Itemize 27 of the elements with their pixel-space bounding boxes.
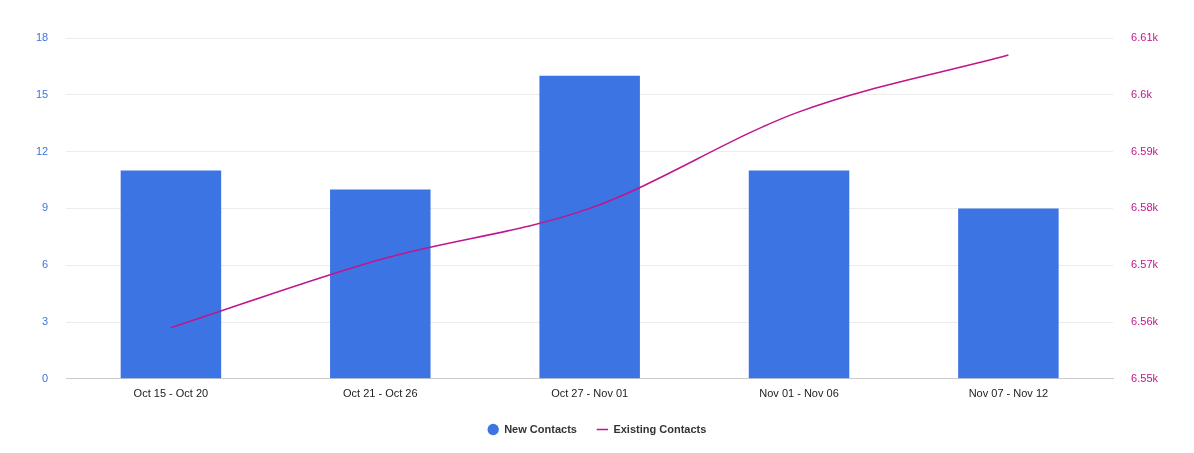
x-tick-label: Nov 01 - Nov 06: [759, 387, 839, 400]
y2-tick-label: 6.6k: [1131, 87, 1153, 100]
y2-tick-label: 6.56k: [1131, 315, 1159, 328]
legend-label: Existing Contacts: [613, 422, 707, 435]
x-tick-label: Oct 21 - Oct 26: [343, 387, 418, 400]
legend-label: New Contacts: [504, 422, 577, 435]
y-tick-label: 9: [42, 201, 49, 214]
y-tick-label: 15: [35, 87, 49, 100]
y2-tick-label: 6.55k: [1131, 371, 1159, 384]
x-tick-label: Oct 27 - Nov 01: [551, 387, 629, 400]
bar: [748, 170, 850, 379]
bar: [120, 170, 222, 379]
bar: [330, 189, 431, 379]
y-tick-label: 3: [42, 315, 49, 328]
y-tick-label: 6: [42, 258, 49, 271]
y2-tick-label: 6.59k: [1131, 144, 1159, 157]
bar: [539, 75, 640, 379]
x-tick-label: Nov 07 - Nov 12: [968, 387, 1049, 400]
line-series: [170, 54, 1010, 329]
bar: [958, 208, 1059, 379]
y-tick-label: 0: [42, 371, 49, 384]
y-tick-label: 12: [35, 144, 49, 157]
y2-tick-label: 6.58k: [1131, 201, 1159, 214]
y2-tick-label: 6.57k: [1131, 258, 1159, 271]
x-tick-label: Oct 15 - Oct 20: [133, 387, 209, 400]
y-tick-label: 18: [35, 31, 49, 44]
y2-tick-label: 6.61k: [1131, 31, 1159, 44]
